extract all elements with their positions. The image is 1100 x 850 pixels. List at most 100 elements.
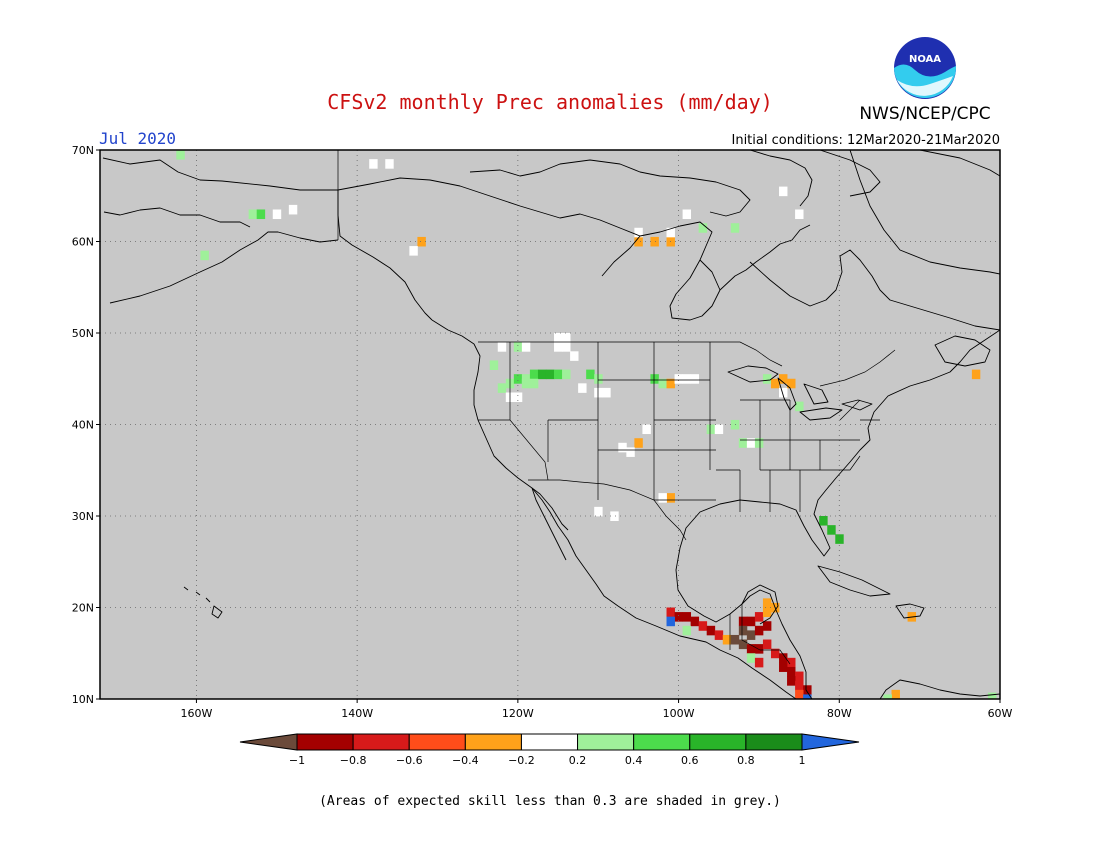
anomaly-cell (698, 621, 708, 631)
valid-month: Jul 2020 (99, 129, 176, 148)
anomaly-cell (770, 648, 780, 659)
lon-tick-label: 160W (180, 707, 212, 720)
anomaly-cell (795, 689, 804, 699)
anomaly-cell (714, 630, 724, 640)
anomaly-cell (288, 204, 298, 215)
anomaly-cell (754, 644, 764, 654)
anomaly-cell (545, 369, 555, 380)
anomaly-cell (883, 694, 892, 699)
colorbar-label: −0.2 (508, 754, 535, 767)
anomaly-cell (594, 506, 603, 517)
lat-tick-label: 60N (72, 236, 94, 249)
border-us-mexico (528, 479, 687, 541)
anomaly-cell (272, 209, 282, 220)
colorbar-box (296, 733, 354, 751)
graticule (100, 150, 1000, 699)
colorbar-label: −0.4 (452, 754, 479, 767)
colorbar-labels: −1 −0.8 −0.6 −0.4 −0.2 0.2 0.4 0.6 0.8 1 (289, 754, 806, 767)
anomaly-cell (578, 383, 587, 393)
anomaly-cell (754, 438, 764, 448)
anomaly-cell (409, 246, 418, 256)
anomaly-cell (738, 625, 748, 636)
anomaly-cell (762, 598, 772, 608)
anomaly-cell (650, 374, 659, 384)
anomaly-cell (754, 657, 764, 668)
lon-tick-label: 80W (827, 707, 852, 720)
anomaly-cell (554, 333, 563, 343)
anomaly-cell (722, 634, 732, 645)
anomaly-cell (666, 378, 675, 389)
anomaly-cell (602, 387, 611, 398)
coastline-hudson-labrador (699, 249, 1000, 331)
anomaly-cell (642, 424, 651, 435)
anomaly-cell (795, 680, 804, 691)
anomaly-cell (738, 616, 748, 627)
colorbar-box (352, 733, 410, 751)
anomaly-cell (706, 625, 716, 636)
anomaly-cell (176, 150, 185, 160)
anomaly-cell (803, 694, 812, 699)
colorbar-box (464, 733, 522, 751)
border-central-america (729, 604, 791, 665)
anomaly-cell (570, 351, 579, 361)
colorbar-box (745, 733, 803, 751)
lon-tick-label: 140W (341, 707, 373, 720)
coastline-arctic-islands (469, 150, 1000, 217)
colorbar-label: −0.8 (340, 754, 367, 767)
anomaly-cell (529, 369, 539, 380)
skill-footnote: (Areas of expected skill less than 0.3 a… (319, 794, 781, 809)
anomaly-cell (795, 209, 804, 220)
colorbar-label: 1 (799, 754, 806, 767)
anomaly-cell (369, 159, 378, 169)
anomaly-cell (513, 374, 523, 384)
anomaly-cell (754, 612, 764, 622)
anomaly-cell (835, 534, 844, 544)
colorbar-label: 0.8 (737, 754, 755, 767)
coastline-yucatan (741, 584, 779, 625)
colorbar-arrow-high (801, 733, 860, 751)
anomaly-cell (698, 223, 708, 233)
anomaly-cell (658, 378, 667, 389)
anomaly-cell (746, 438, 756, 448)
anomaly-cell (554, 369, 563, 380)
coastline-south-america (879, 679, 1000, 699)
anomaly-cell (762, 607, 772, 618)
colorbar-label: 0.6 (681, 754, 699, 767)
anomaly-cell (658, 493, 667, 503)
colorbar-box (633, 733, 691, 751)
lat-tick-label: 70N (72, 144, 94, 157)
coastline-cuba (817, 565, 891, 597)
anomaly-cell (634, 438, 643, 448)
lon-tick-label: 120W (502, 707, 534, 720)
anomaly-cell (795, 671, 804, 682)
coastline-newfoundland (934, 335, 991, 367)
anomaly-cell (682, 625, 692, 636)
lon-tick-label: 100W (663, 707, 695, 720)
anomaly-cell (746, 644, 756, 654)
colorbar-box (520, 733, 579, 751)
anomaly-cell (666, 227, 675, 238)
colorbar-legend: −1 −0.8 −0.6 −0.4 −0.2 0.2 0.4 0.6 0.8 1 (239, 733, 860, 767)
anomaly-cell (529, 378, 539, 389)
anomaly-cell (787, 676, 796, 686)
anomaly-cell (674, 612, 683, 622)
colorbar-boxes (239, 733, 860, 751)
anomaly-cell (513, 342, 523, 352)
anomaly-cell (779, 374, 788, 384)
state-lines (478, 342, 880, 512)
anomaly-cell (666, 607, 675, 618)
coastline-pacific (431, 319, 797, 699)
anomaly-cell (554, 342, 563, 352)
coastline-hispaniola (895, 603, 925, 619)
anomaly-cell (754, 625, 764, 636)
anomaly-cell (682, 612, 692, 622)
anomaly-cell (586, 369, 595, 380)
noaa-logo: NOAA (894, 37, 957, 99)
coastlines (102, 150, 1000, 699)
anomaly-cell (891, 689, 900, 699)
anomaly-cell (513, 392, 523, 403)
anomaly-cell (417, 236, 426, 247)
anomaly-cell (521, 342, 531, 352)
anomaly-cell (787, 657, 796, 668)
anomaly-cell (779, 387, 788, 398)
